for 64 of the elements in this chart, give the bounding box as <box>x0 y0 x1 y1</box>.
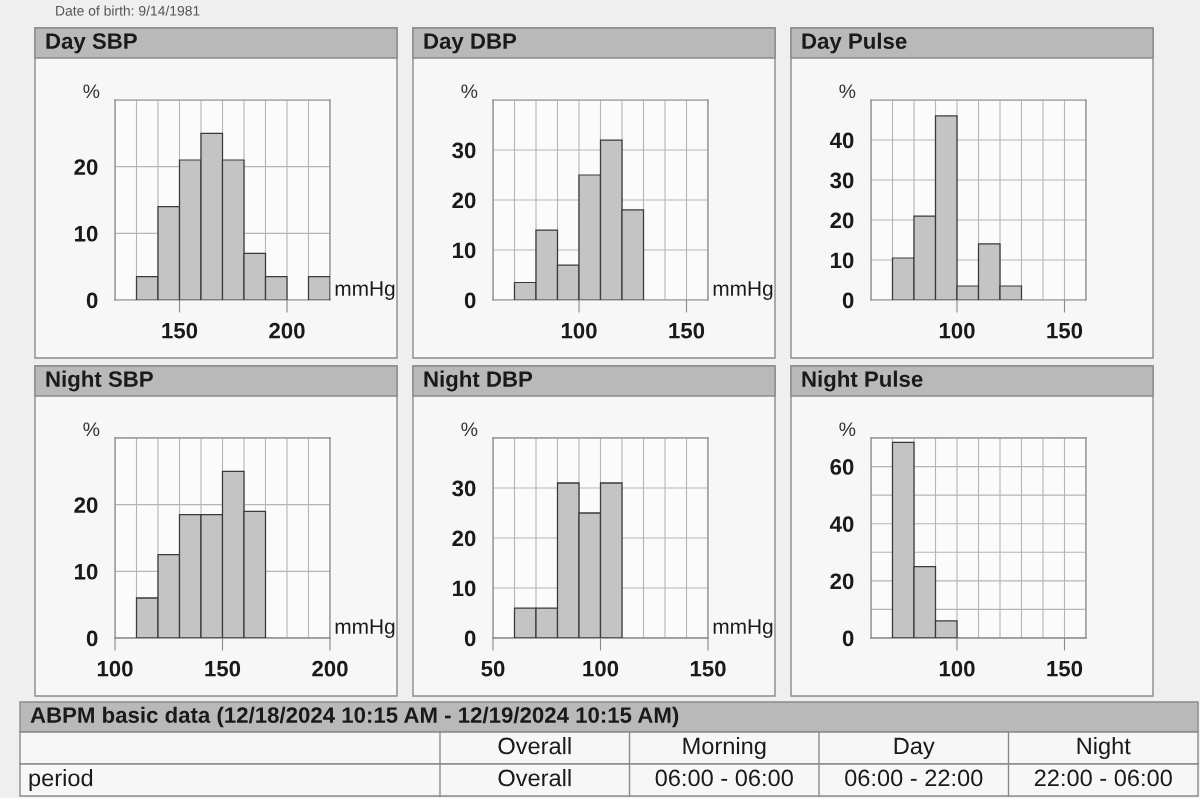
y-tick-label: 10 <box>453 242 476 259</box>
y-tick-label: 10 <box>75 225 98 242</box>
chart-title: Night DBP <box>424 370 533 392</box>
text: period <box>29 768 93 792</box>
y-tick-label: 30 <box>452 142 476 159</box>
y-tick-label: 30 <box>452 480 476 497</box>
category-label: Morning <box>683 736 766 760</box>
text: 22:00 - 06:00 <box>1034 769 1172 787</box>
y-axis-title: % <box>461 422 478 437</box>
y-tick-label: 30 <box>830 172 854 189</box>
y-tick-label: 20 <box>452 530 476 547</box>
x-tick-label: 200 <box>269 322 305 339</box>
x-tick-label: 200 <box>312 660 348 677</box>
x-tick-label: 50 <box>481 660 505 677</box>
chart-title: Day SBP <box>46 33 137 54</box>
text: ABPM basic data (12/18/2024 10:15 AM - 12/19/2024 10:15 AM) <box>30 706 679 728</box>
y-tick-label: 0 <box>464 630 476 647</box>
category-label: Night <box>1077 736 1131 760</box>
y-tick-label: 40 <box>829 516 854 532</box>
x-tick-label: 150 <box>162 322 198 339</box>
chart-title: Day Pulse <box>802 32 907 54</box>
y-tick-label: 0 <box>86 630 98 647</box>
y-axis-title: % <box>83 84 100 99</box>
category-label: Day <box>894 737 935 760</box>
x-tick-label: 100 <box>97 660 133 677</box>
y-tick-label: 10 <box>831 252 854 269</box>
text: Overall <box>498 768 571 787</box>
text: 06:00 - 06:00 <box>655 769 793 787</box>
y-tick-label: 10 <box>453 580 476 597</box>
y-tick-label: 0 <box>464 292 476 309</box>
y-tick-label: 20 <box>74 497 98 513</box>
y-tick-label: 0 <box>842 630 854 647</box>
x-tick-label: 100 <box>939 660 975 677</box>
x-tick-label: 150 <box>205 660 241 677</box>
x-tick-label: 150 <box>690 660 726 677</box>
chart-title: Night SBP <box>46 370 153 392</box>
x-axis-title: mmHg <box>713 281 773 300</box>
y-axis-title: % <box>839 84 856 99</box>
x-tick-label: 150 <box>1047 322 1083 339</box>
x-axis-title: mmHg <box>335 281 395 300</box>
y-tick-label: 0 <box>842 292 854 309</box>
y-tick-label: 20 <box>452 192 476 209</box>
text: Date of birth: 9/14/1981 <box>56 5 200 16</box>
x-tick-label: 150 <box>669 322 705 339</box>
x-axis-title: mmHg <box>335 619 395 638</box>
chart-title: Night Pulse <box>802 370 923 392</box>
y-tick-label: 20 <box>830 573 854 590</box>
y-tick-label: 20 <box>74 159 98 175</box>
y-axis-title: % <box>839 422 856 437</box>
text: 06:00 - 22:00 <box>845 769 983 787</box>
y-tick-label: 60 <box>830 459 854 475</box>
x-axis-title: mmHg <box>713 619 773 638</box>
chart-title: Day DBP <box>424 33 517 54</box>
x-tick-label: 150 <box>1047 660 1083 677</box>
x-tick-label: 100 <box>561 322 597 339</box>
y-tick-label: 0 <box>86 292 98 309</box>
y-tick-label: 10 <box>75 563 98 580</box>
x-tick-label: 100 <box>939 322 975 339</box>
y-axis-title: % <box>461 84 478 99</box>
y-axis-title: % <box>83 422 100 437</box>
y-tick-label: 20 <box>830 212 854 229</box>
y-tick-label: 40 <box>829 132 854 149</box>
x-tick-label: 100 <box>583 660 619 677</box>
category-label: Overall <box>498 736 571 755</box>
